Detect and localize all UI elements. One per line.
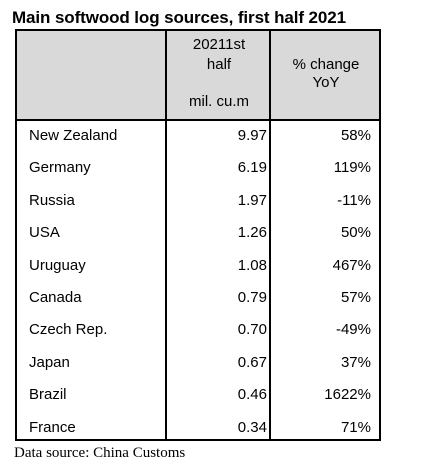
volume-cell: 9.97 [237,127,267,144]
change-header-line1: % change [292,56,360,73]
volume-header-line1: 20211st [192,36,246,53]
table-row: Canada 0.79 57% [17,283,379,315]
volume-cell: 6.19 [237,159,267,177]
country-cell: France [29,418,76,436]
volume-cell: 0.34 [237,418,267,436]
volume-cell: 0.46 [237,386,267,404]
country-cell: Japan [29,353,70,371]
volume-cell: 0.70 [237,321,267,339]
country-cell: Uruguay [29,256,86,274]
table-row: Uruguay 1.08 467% [17,251,379,283]
volume-cell: 1.08 [237,256,267,274]
change-header-line2: YoY [312,74,340,91]
table-row: Germany 6.19 119% [17,153,379,185]
country-cell: New Zealand [29,127,118,144]
table-row: France 0.34 71% [17,413,379,445]
country-cell: Russia [29,191,75,209]
table-row: Japan 0.67 37% [17,348,379,380]
volume-cell: 0.79 [237,288,267,306]
data-table: 20211st half mil. cu.m % change YoY New … [15,29,381,441]
country-cell: Canada [29,288,82,306]
volume-unit-label: mil. cu.m [189,93,249,110]
change-cell: 119% [333,159,371,177]
column-divider-2 [269,31,271,439]
country-cell: Czech Rep. [29,321,108,339]
country-cell: Brazil [29,386,67,404]
table-title: Main softwood log sources, first half 20… [12,8,346,27]
change-cell: 37% [340,353,371,371]
country-cell: USA [29,224,60,242]
change-cell: 71% [340,418,371,436]
change-cell: -11% [337,191,371,209]
change-cell: 50% [340,224,371,242]
table-header: 20211st half mil. cu.m % change YoY [17,31,379,121]
country-cell: Germany [29,159,91,177]
column-divider-1 [165,31,167,439]
table-row: Brazil 0.46 1622% [17,380,379,412]
change-cell: 58% [340,127,371,144]
volume-cell: 1.26 [237,224,267,242]
volume-cell: 0.67 [237,353,267,371]
table-row: Russia 1.97 -11% [17,186,379,218]
change-cell: 57% [340,288,371,306]
data-source-note: Data source: China Customs [14,445,186,461]
table-row: New Zealand 9.97 58% [17,121,379,153]
change-cell: -49% [335,321,371,339]
table-row: Czech Rep. 0.70 -49% [17,315,379,347]
volume-cell: 1.97 [237,191,267,209]
change-cell: 467% [332,256,371,274]
table-body: New Zealand 9.97 58% Germany 6.19 119% Russi… [17,121,379,445]
change-cell: 1622% [324,386,371,404]
table-row: USA 1.26 50% [17,218,379,250]
volume-header-line2: half [206,56,232,73]
